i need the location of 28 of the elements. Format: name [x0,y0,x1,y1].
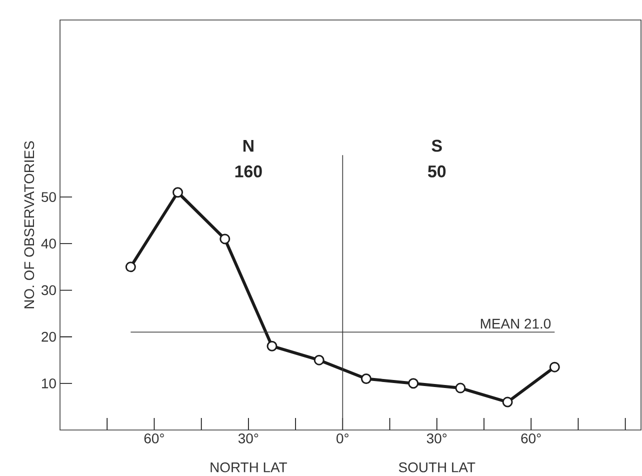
point [266,340,278,352]
point [220,234,230,244]
x-tick-label: 0° [336,433,348,444]
y-tick-label: 20 [42,332,56,342]
point [172,187,184,198]
point [549,362,560,372]
x-tick-label: 30° [426,433,447,444]
y-tick-label: 50 [42,192,56,202]
point [125,262,136,272]
x-tick-label: 60° [521,433,541,444]
text: NORTH LAT [210,462,288,472]
x-tick-label: 30° [238,433,258,444]
ref-line-label: MEAN 21.0 [480,318,551,329]
point [408,378,419,389]
point [455,382,466,394]
annotation: S [432,140,442,152]
annotation: 50 [428,165,446,178]
annotation: N [243,140,254,152]
annotation: 160 [235,165,262,178]
y-tick-label: 10 [42,378,56,388]
point [314,354,324,366]
point [502,396,513,408]
point [360,373,372,384]
text: SOUTH LAT [398,462,476,472]
x-tick-label: 60° [144,433,164,444]
y-axis-title: NO. OF OBSERVATORIES [24,141,34,308]
y-tick-label: 30 [42,285,56,296]
y-tick-label: 40 [41,238,56,249]
